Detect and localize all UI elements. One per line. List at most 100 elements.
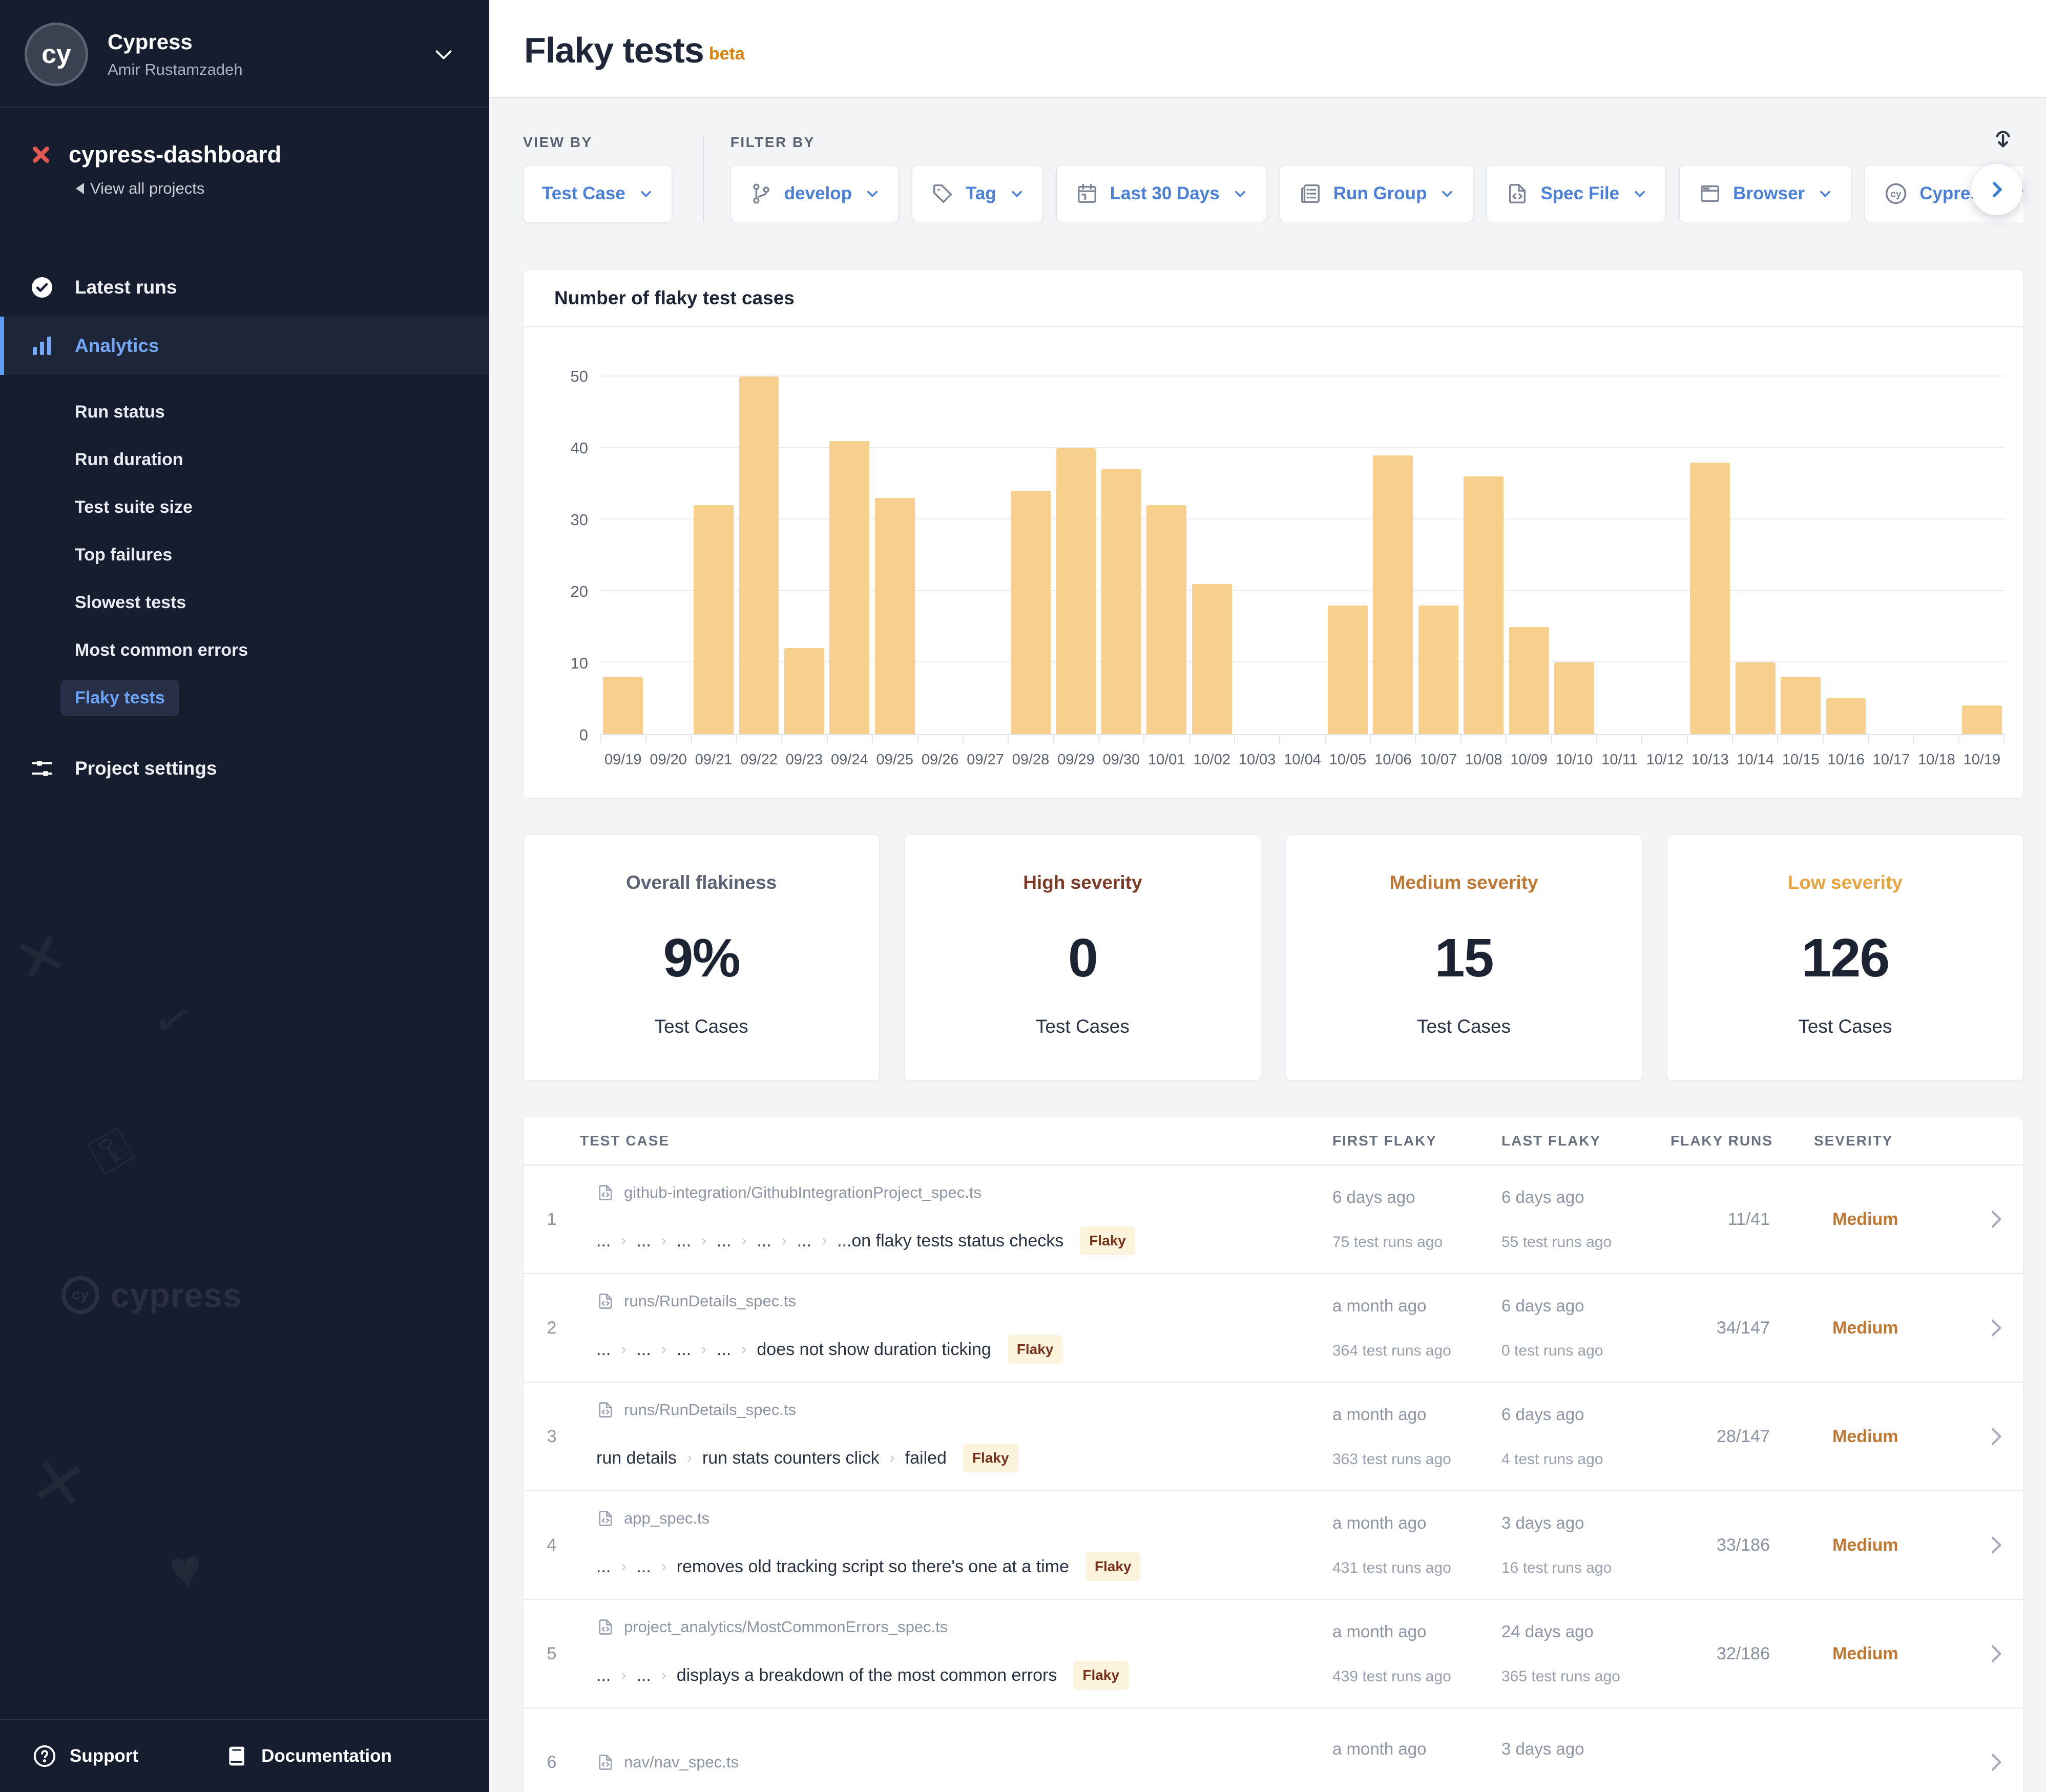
filter-button-label: Browser — [1733, 183, 1805, 203]
x-tick-label: 09/30 — [1102, 752, 1140, 768]
check-circle-icon — [30, 275, 75, 300]
tag-icon — [931, 182, 954, 205]
gridline — [600, 376, 2005, 377]
sidebar-item-most-common-errors[interactable]: Most common errors — [75, 640, 248, 660]
bar-slot — [1416, 377, 1461, 734]
bar-slot — [1778, 377, 1823, 734]
flaky-tests-table: TEST CASE FIRST FLAKY LAST FLAKY FLAKY RUNS… — [523, 1117, 2023, 1792]
sidebar-item-run-duration[interactable]: Run duration — [75, 450, 183, 469]
file-code-icon — [596, 1401, 615, 1419]
org-name: Cypress — [108, 30, 193, 54]
x-tick — [828, 735, 873, 743]
sidebar-item-top-failures[interactable]: Top failures — [75, 545, 173, 565]
project-row: cypress-dashboard — [31, 141, 469, 168]
x-tick — [1371, 735, 1416, 743]
col-test-case: TEST CASE — [580, 1133, 670, 1149]
bar — [1961, 705, 2002, 734]
chart-x-labels: 09/19 09/20 09/21 09/22 09/23 09/24 09/25 09/26… — [600, 752, 2005, 768]
summary-card-label: Overall flakiness — [626, 872, 777, 893]
table-row[interactable]: 4 app_spec.ts... ›... › removes old tracking… — [524, 1491, 2023, 1600]
test-case-cell: runs/RunDetails_spec.ts... ›... ›... ›... › d… — [580, 1292, 1332, 1364]
filter-button-spec-file[interactable]: Spec File — [1487, 165, 1666, 222]
bar — [1735, 662, 1776, 734]
filter-button-run-group[interactable]: Run Group — [1279, 165, 1474, 222]
summary-card-value: 0 — [1068, 928, 1098, 988]
sidebar-item-run-status[interactable]: Run status — [75, 402, 165, 422]
x-tick — [1144, 735, 1190, 743]
sidebar-item-analytics[interactable]: Analytics — [0, 317, 489, 375]
bar-slot — [917, 377, 963, 734]
org-switcher[interactable]: cy Cypress Amir Rustamzadeh — [0, 0, 489, 107]
bar-slot — [600, 377, 645, 734]
scroll-filters-next-button[interactable] — [1971, 164, 2022, 215]
last-flaky-cell: 3 days ago — [1501, 1739, 1671, 1785]
x-tick-label: 10/06 — [1374, 752, 1412, 768]
x-tick-label: 10/02 — [1193, 752, 1230, 768]
sidebar-item-label: Latest runs — [75, 277, 177, 298]
x-tick — [737, 735, 783, 743]
filter-button-browser[interactable]: Browser — [1679, 165, 1852, 222]
test-title-line: ... ›... ›... ›... › does not show duration t… — [596, 1335, 1312, 1364]
bar-chart-icon — [30, 334, 75, 358]
bar-slot — [827, 377, 872, 734]
breadcrumb-chevron-icon: › — [822, 1232, 827, 1249]
x-tick — [1869, 735, 1914, 743]
x-tick-label: 10/18 — [1918, 752, 1955, 768]
table-row[interactable]: 2 runs/RunDetails_spec.ts... ›... ›... ›... ›… — [524, 1274, 2023, 1383]
table-row[interactable]: 6 nav/nav_spec.ts a month ago 3 days ago — [524, 1708, 2023, 1792]
sidebar-item-slowest-tests[interactable]: Slowest tests — [75, 593, 186, 612]
file-code-icon — [596, 1292, 615, 1310]
gridline — [600, 590, 2005, 591]
first-flaky-cell-runs-ago: 364 test runs ago — [1332, 1342, 1451, 1359]
project-name: cypress-dashboard — [69, 141, 282, 168]
summary-card-value: 15 — [1434, 928, 1494, 988]
gridline — [600, 661, 2005, 663]
documentation-link[interactable]: Documentation — [225, 1745, 392, 1767]
col-first-flaky: FIRST FLAKY — [1332, 1133, 1437, 1149]
spec-file-name: runs/RunDetails_spec.ts — [624, 1401, 796, 1419]
bar-slot — [1053, 377, 1098, 734]
x-tick — [1552, 735, 1597, 743]
summary-card-sub: Test Cases — [654, 1016, 748, 1037]
download-icon[interactable] — [1990, 125, 2016, 152]
filters-section: VIEW BY Test Case FILTER BY develop Tag La… — [523, 131, 2023, 222]
spec-file-name: nav/nav_spec.ts — [624, 1753, 739, 1771]
table-row[interactable]: 5 project_analytics/MostCommonErrors_spec… — [524, 1600, 2023, 1708]
sidebar-item-latest-runs[interactable]: Latest runs — [0, 258, 489, 317]
sidebar-item-test-suite-size[interactable]: Test suite size — [75, 497, 193, 517]
x-tick-label: 09/29 — [1057, 752, 1095, 768]
filter-by-buttons: develop Tag Last 30 Days Run Group Spec File… — [730, 165, 2023, 222]
x-tick-label: 10/10 — [1555, 752, 1593, 768]
test-title-line: run details › run stats counters click › fai… — [596, 1444, 1312, 1472]
bar-slot — [1959, 377, 2005, 734]
breadcrumb-chevron-icon: › — [621, 1666, 627, 1683]
flaky-runs-value: 34/147 — [1717, 1318, 1770, 1338]
filter-button-label: Tag — [966, 183, 996, 203]
x-tick — [1009, 735, 1054, 743]
severity-value: Medium — [1832, 1426, 1898, 1446]
watermark-check-shape: ✓ — [148, 991, 198, 1051]
bar-slot — [1008, 377, 1053, 734]
filter-button-tag[interactable]: Tag — [912, 165, 1043, 222]
x-tick-label: 10/12 — [1646, 752, 1684, 768]
sidebar-item-project-settings[interactable]: Project settings — [0, 739, 489, 798]
bar — [603, 677, 643, 734]
support-link[interactable]: Support — [33, 1744, 138, 1768]
breadcrumb-segment: ... — [596, 1556, 611, 1576]
table-row[interactable]: 1 github-integration/GithubIntegrationPro… — [524, 1165, 2023, 1274]
last-flaky-cell-runs-ago: 4 test runs ago — [1501, 1451, 1603, 1468]
gridline — [600, 518, 2005, 520]
x-tick-label: 10/13 — [1692, 752, 1729, 768]
view-all-projects-link[interactable]: View all projects — [76, 179, 469, 198]
filter-button-last-30-days[interactable]: Last 30 Days — [1056, 165, 1266, 222]
table-row[interactable]: 3 runs/RunDetails_spec.ts run details › run … — [524, 1383, 2023, 1491]
filter-button-develop[interactable]: develop — [730, 165, 899, 222]
sidebar-item-flaky-tests[interactable]: Flaky tests — [0, 674, 489, 722]
first-flaky-cell: a month ago 363 test runs ago — [1332, 1405, 1501, 1468]
y-tick-label: 10 — [570, 654, 588, 672]
filter-button-test-case[interactable]: Test Case — [523, 165, 672, 222]
first-flaky-cell-time: a month ago — [1332, 1739, 1427, 1758]
flaky-runs-value: 28/147 — [1717, 1426, 1770, 1446]
x-tick — [782, 735, 828, 743]
breadcrumb-chevron-icon: › — [661, 1341, 666, 1358]
